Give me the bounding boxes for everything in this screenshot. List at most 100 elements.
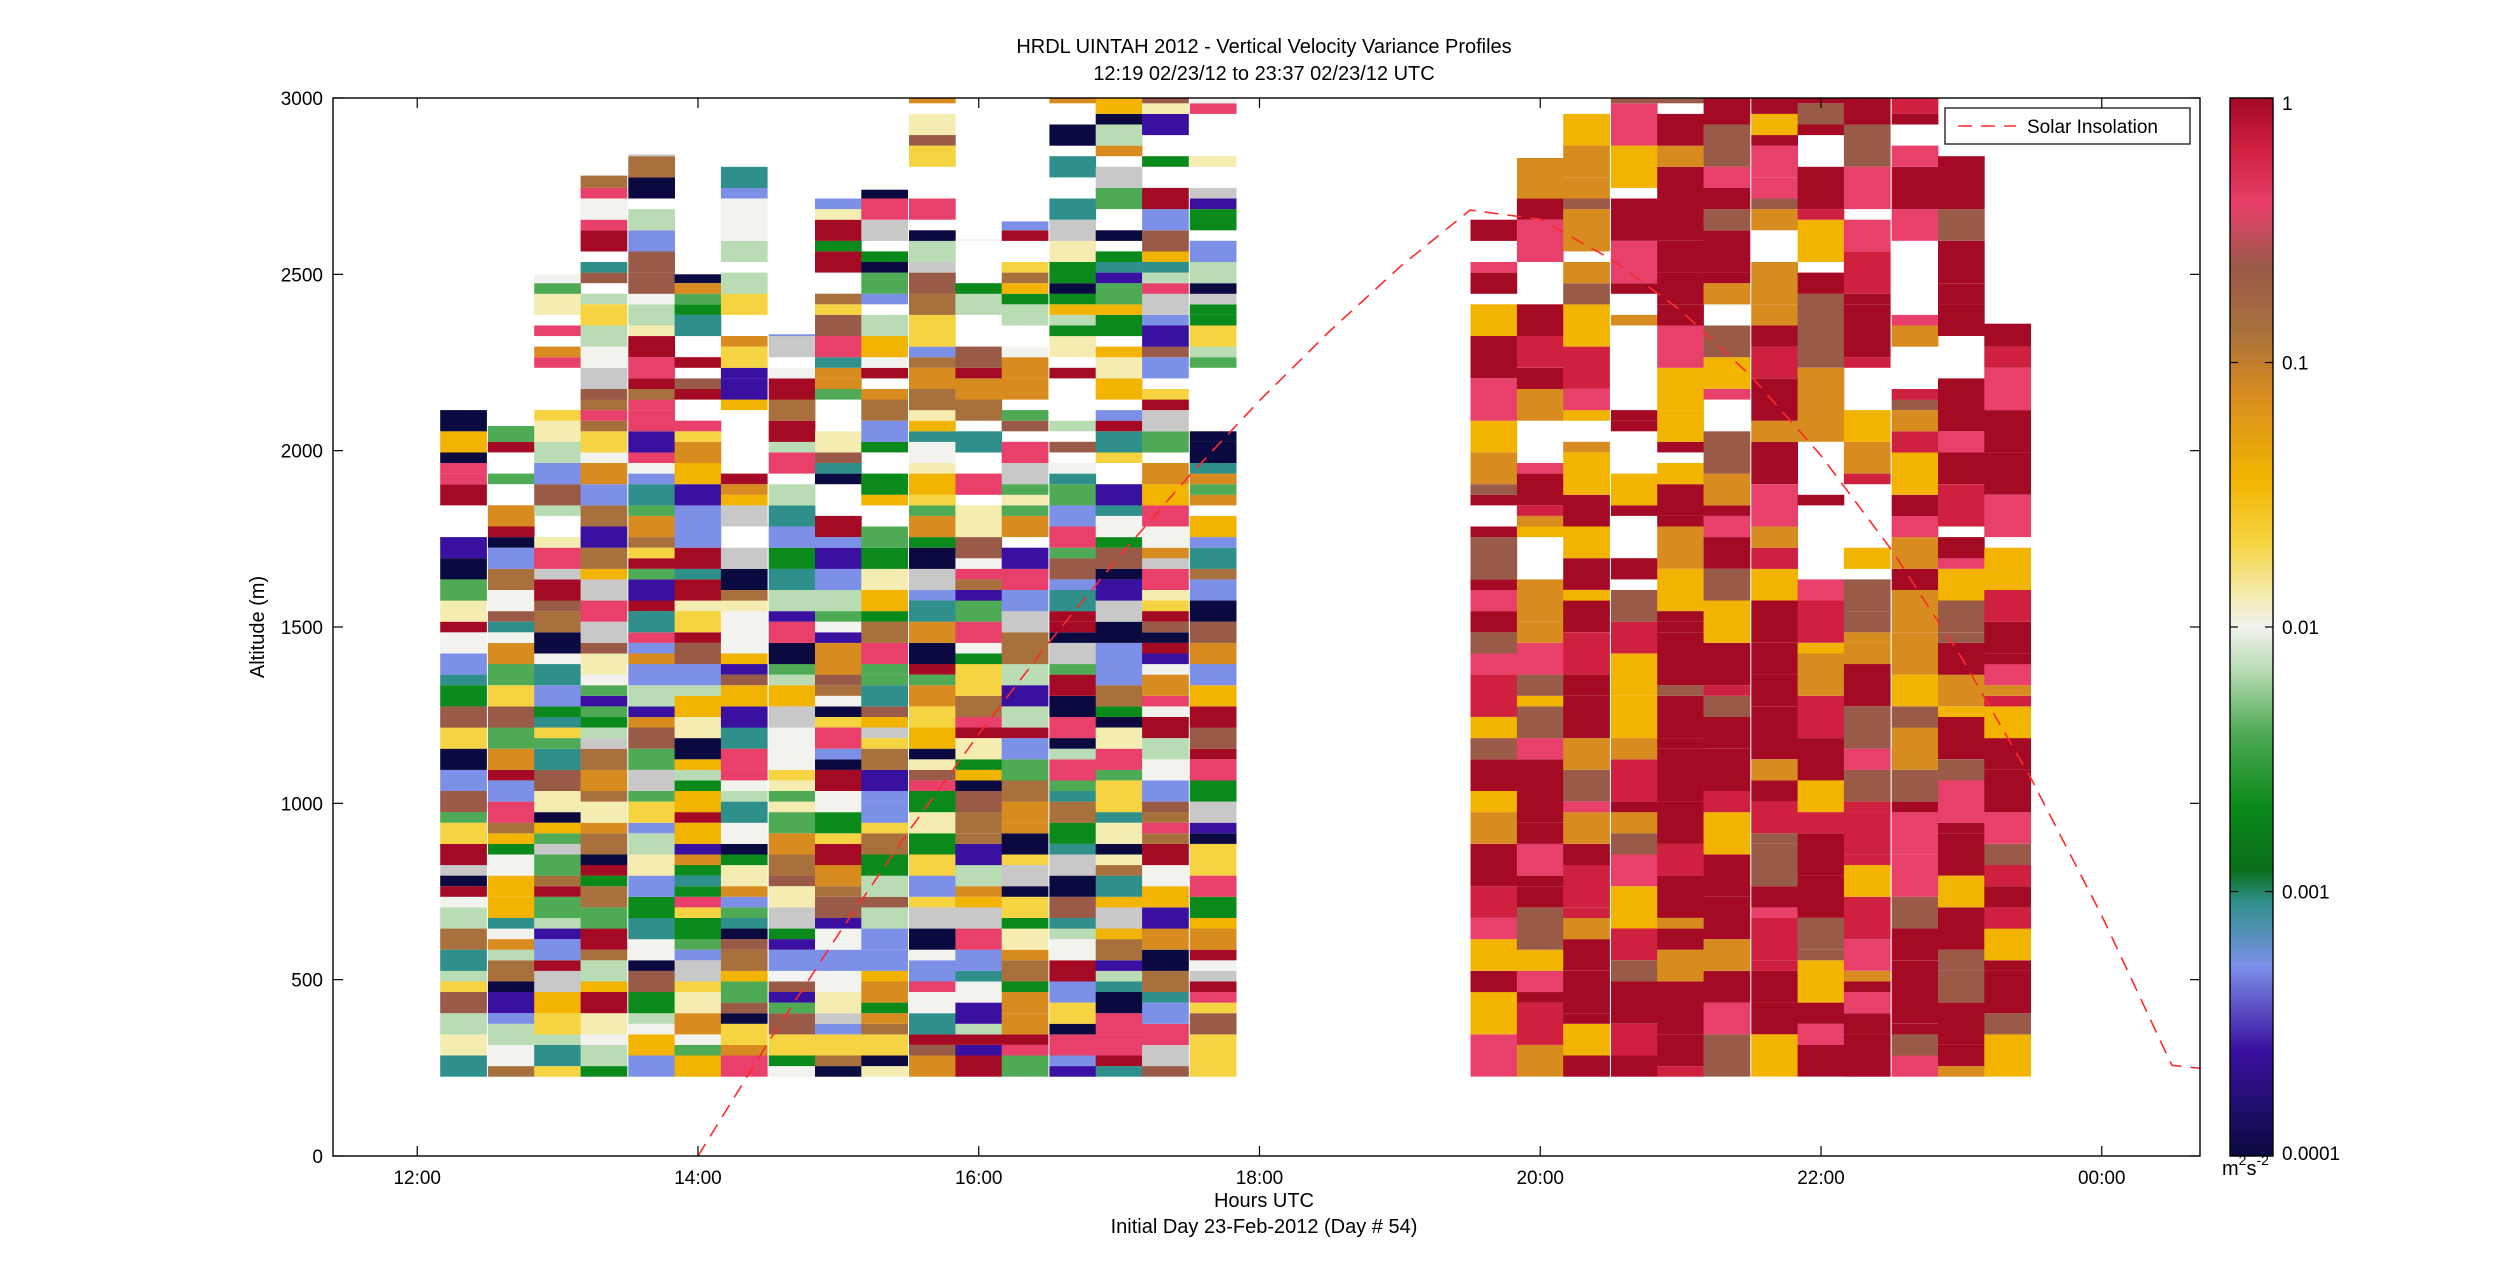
variance-cell (1189, 103, 1237, 114)
variance-cell (580, 822, 628, 834)
variance-cell (1142, 611, 1189, 622)
variance-cell (440, 632, 487, 654)
variance-cell (1001, 505, 1049, 516)
variance-cell (1563, 304, 1610, 347)
variance-cell (534, 970, 581, 993)
variance-cell (720, 336, 768, 347)
variance-cell (720, 1002, 768, 1014)
variance-cell (1610, 928, 1658, 961)
variance-cell (1142, 928, 1189, 950)
variance-cell (815, 748, 862, 760)
variance-cell (768, 1066, 816, 1077)
variance-cell (955, 759, 1003, 770)
variance-cell (1984, 907, 2031, 929)
variance-cell (1142, 664, 1189, 675)
variance-cell (1516, 642, 1564, 675)
variance-cell (1049, 843, 1097, 855)
variance-cell (768, 452, 816, 474)
variance-cell (1189, 187, 1237, 199)
variance-cell (674, 304, 722, 315)
variance-cell (580, 695, 628, 707)
variance-cell (1843, 1055, 1891, 1077)
variance-cell (1049, 579, 1097, 590)
variance-cell (1470, 843, 1518, 887)
variance-cell (1657, 526, 1704, 569)
variance-cell (487, 833, 535, 844)
variance-cell (1797, 1044, 1845, 1077)
variance-cell (1751, 759, 1798, 781)
variance-cell (720, 801, 768, 823)
variance-cell (1657, 1066, 1704, 1077)
variance-cell (1095, 621, 1143, 643)
variance-cell (580, 653, 628, 675)
variance-cell (720, 198, 768, 220)
variance-cell (1563, 865, 1610, 908)
variance-cell (1610, 854, 1658, 887)
variance-cell (487, 822, 535, 834)
variance-cell (674, 526, 722, 548)
variance-cell (909, 949, 956, 961)
variance-cell (674, 854, 722, 866)
variance-cell (1095, 769, 1143, 781)
variance-cell (628, 769, 675, 791)
variance-cell (861, 314, 908, 337)
variance-cell (1984, 1034, 2031, 1077)
variance-cell (1470, 262, 1518, 273)
variance-cell (720, 399, 768, 411)
variance-cell (861, 833, 908, 855)
variance-cell (1516, 336, 1564, 368)
variance-cell (1095, 314, 1143, 337)
variance-cell (1049, 473, 1097, 485)
variance-cell (1797, 272, 1845, 294)
variance-cell (861, 706, 908, 717)
variance-cell (628, 642, 675, 654)
variance-cell (628, 156, 675, 178)
variance-cell (580, 685, 628, 696)
variance-cell (1938, 558, 1985, 569)
variance-cell (1751, 145, 1798, 178)
variance-cell (955, 579, 1003, 590)
variance-cell (1095, 98, 1143, 114)
variance-cell (1938, 156, 1985, 199)
variance-cell (909, 230, 956, 241)
variance-cell (1001, 949, 1049, 961)
variance-cell (955, 1044, 1003, 1056)
variance-cell (1095, 187, 1143, 210)
variance-cell (440, 812, 487, 823)
variance-cell (1938, 632, 1985, 643)
variance-cell (580, 389, 628, 400)
variance-cell (487, 473, 535, 485)
variance-cell (1938, 240, 1985, 284)
variance-cell (1563, 1055, 1610, 1077)
variance-cell (720, 854, 768, 866)
variance-cell (1095, 896, 1143, 908)
variance-cell (1891, 801, 1939, 813)
variance-cell (1657, 981, 1704, 992)
variance-cell (580, 219, 628, 231)
variance-cell (1938, 674, 1985, 707)
variance-cell (955, 642, 1003, 654)
variance-cell (1891, 812, 1939, 855)
variance-cell (487, 918, 535, 929)
variance-cell (1095, 780, 1143, 791)
variance-cell (674, 579, 722, 601)
variance-cell (1891, 1023, 1939, 1035)
variance-cell (861, 547, 908, 569)
variance-cell (1142, 262, 1189, 273)
variance-cell (1001, 484, 1049, 495)
variance-cell (955, 695, 1003, 717)
variance-cell (720, 918, 768, 929)
variance-cell (1891, 98, 1939, 114)
variance-cell (1751, 484, 1798, 527)
variance-cell (1189, 1002, 1237, 1014)
variance-cell (1001, 304, 1049, 326)
variance-cell (674, 780, 722, 791)
variance-cell (1703, 812, 1751, 855)
variance-cell (1095, 420, 1143, 432)
variance-cell (628, 378, 675, 389)
variance-cell (1049, 748, 1097, 760)
variance-cell (861, 357, 908, 368)
variance-cell (815, 1055, 862, 1067)
variance-cell (674, 568, 722, 580)
variance-cell (955, 949, 1003, 971)
